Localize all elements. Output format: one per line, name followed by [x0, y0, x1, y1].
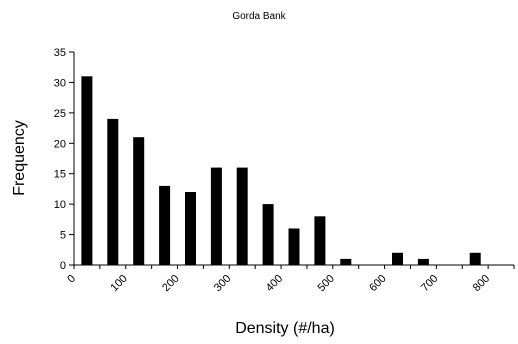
histogram-bar: [210, 167, 222, 265]
axes: 0 5 10 15 20 25 30 35 0 100 200 300 400 500 600 700 800: [54, 47, 515, 294]
histogram-bar: [262, 204, 274, 265]
x-tick-label: 700: [419, 273, 440, 294]
x-tick-label: 0: [65, 273, 78, 286]
histogram-bar: [159, 185, 171, 265]
y-tick-label: 25: [54, 108, 66, 120]
x-tick-label: 800: [471, 273, 492, 294]
y-tick-label: 20: [54, 138, 66, 150]
y-tick-label: 15: [54, 169, 66, 181]
x-tick-label: 500: [315, 273, 336, 294]
bars: [81, 76, 481, 266]
y-tick-label: 10: [54, 199, 66, 211]
histogram-bar: [133, 137, 145, 265]
x-tick-label: 400: [264, 273, 285, 294]
y-tick-label: 35: [54, 47, 66, 59]
histogram-bar: [107, 118, 119, 266]
x-tick-label: 200: [160, 273, 181, 294]
x-axis-label: Density (#/ha): [235, 320, 335, 337]
y-tick-label: 30: [54, 77, 66, 89]
y-tick-label: 0: [60, 260, 66, 272]
histogram-bar: [236, 167, 248, 265]
histogram-bar: [185, 192, 196, 265]
histogram-bar: [392, 252, 403, 265]
chart-title: Gorda Bank: [232, 11, 286, 22]
histogram-bar: [340, 258, 352, 265]
x-tick-label: 100: [108, 273, 129, 294]
y-tick-label: 5: [60, 230, 66, 242]
histogram-bar: [288, 228, 300, 265]
histogram-bar: [81, 76, 93, 265]
x-tick-label: 300: [212, 273, 233, 294]
x-tick-label: 600: [367, 273, 388, 294]
histogram-bar: [417, 258, 429, 265]
y-axis-label: Frequency: [11, 120, 28, 196]
histogram-bar: [469, 252, 481, 265]
histogram-bar: [314, 216, 326, 265]
